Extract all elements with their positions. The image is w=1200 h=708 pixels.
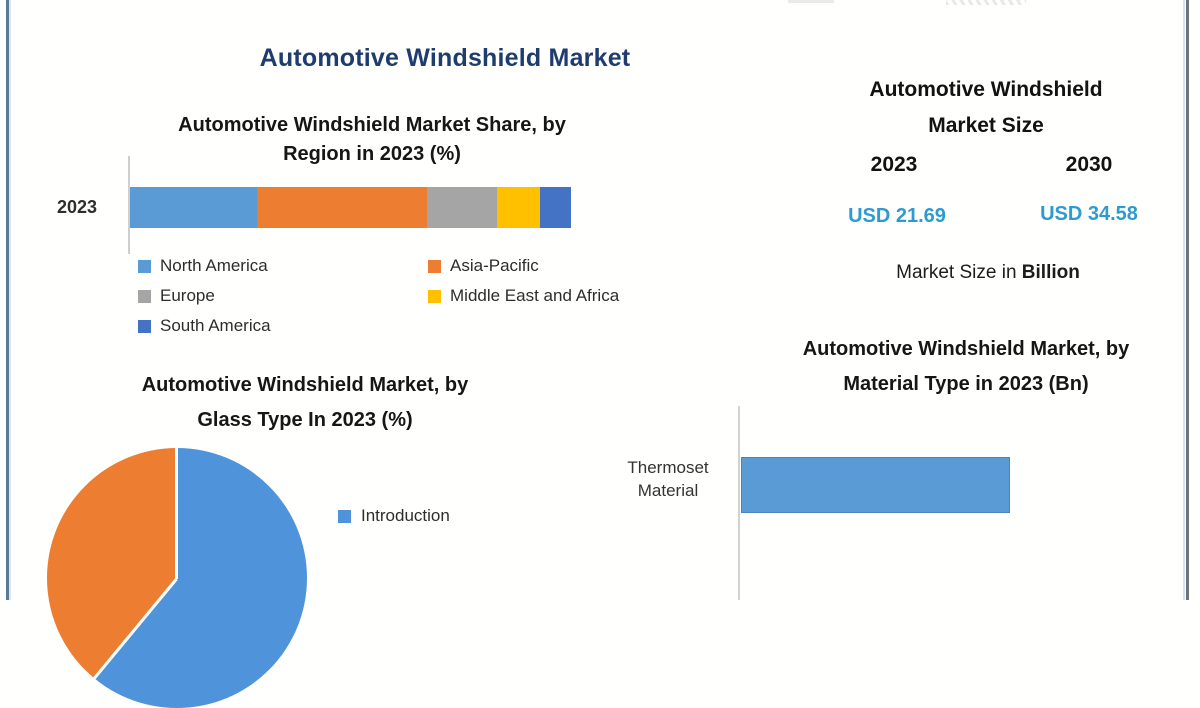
legend-label: North America [160,256,268,275]
legend-item: North America [138,251,428,281]
region-bar-segment [426,187,497,228]
market-size-caption-prefix: Market Size in [896,262,1022,283]
region-chart-title-line1: Automotive Windshield Market Share, by [178,114,566,136]
region-stacked-bar [130,187,571,228]
region-chart-category-label: 2023 [56,197,98,217]
glass-chart-title-line1: Automotive Windshield Market, by [141,374,469,396]
left-frame-border-highlight [9,0,11,600]
region-chart-title-line2: Region in 2023 (%) [283,143,461,165]
legend-label: South America [160,316,271,335]
left-frame-border [6,0,9,600]
legend-item: Europe [138,281,428,311]
glass-chart-title-line2: Glass Type In 2023 (%) [197,409,413,431]
material-chart-title: Automotive Windshield Market, by Materia… [740,332,1192,402]
region-bar-segment [130,187,257,228]
legend-swatch [428,289,441,303]
market-size-title-line2: Market Size [928,114,1044,137]
legend-item: South America [138,311,428,341]
cropped-top-artifact [788,0,834,3]
market-size-caption-unit: Billion [1021,262,1080,283]
legend-swatch [138,289,151,303]
right-frame-border-highlight [1183,0,1185,600]
legend-swatch [428,259,441,273]
material-chart-category-label: Thermoset Material [604,456,732,502]
material-category-line2: Material [637,481,699,500]
legend-swatch [338,509,351,523]
market-size-title-line1: Automotive Windshield [869,78,1103,101]
region-chart-title: Automotive Windshield Market Share, by R… [92,111,652,169]
material-chart-y-axis [738,406,740,600]
region-bar-segment [540,187,571,228]
region-bar-segment [256,187,427,228]
market-size-title: Automotive Windshield Market Size [830,72,1142,144]
market-size-caption: Market Size in Billion [830,262,1146,284]
region-bar-segment [496,187,541,228]
market-size-year-2023: 2023 [870,153,918,176]
glass-pie-legend: Introduction [338,506,450,526]
region-legend: North America Asia-Pacific Europe Middle Ea… [138,251,698,341]
material-category-line1: Thermoset [627,458,709,477]
page-title: Automotive Windshield Market [259,44,631,72]
material-chart-title-line1: Automotive Windshield Market, by [802,338,1130,360]
cropped-top-artifact [946,0,1026,5]
legend-item: Asia-Pacific [428,251,688,281]
market-size-value-2023: USD 21.69 [848,205,946,227]
region-chart-y-axis [128,156,130,254]
market-size-year-2030: 2030 [1065,153,1113,176]
right-frame-border [1186,0,1189,600]
material-chart-title-line2: Material Type in 2023 (Bn) [843,373,1089,395]
market-size-value-2030: USD 34.58 [1040,203,1138,225]
pie-divider-1 [175,448,178,579]
material-bar [741,457,1010,513]
legend-item: Middle East and Africa [428,281,688,311]
legend-label: Europe [160,286,215,305]
glass-chart-title: Automotive Windshield Market, by Glass T… [75,368,535,438]
legend-swatch [138,319,151,333]
legend-label: Middle East and Africa [450,286,620,305]
legend-label: Asia-Pacific [450,256,539,275]
legend-label: Introduction [361,506,450,525]
legend-swatch [138,259,151,273]
